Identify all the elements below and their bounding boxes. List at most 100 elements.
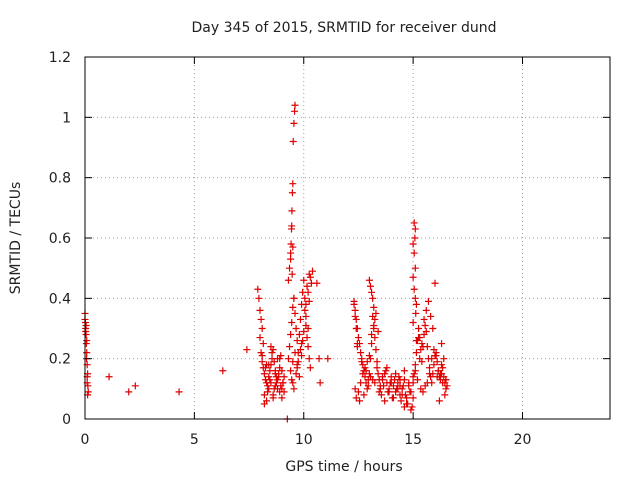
scatter-point: [83, 349, 91, 357]
scatter-point: [421, 321, 429, 329]
x-tick-label: 20: [514, 432, 532, 448]
scatter-point: [294, 358, 302, 366]
scatter-point: [366, 373, 374, 381]
scatter-point: [105, 373, 113, 381]
scatter-point: [324, 355, 332, 363]
scatter-point: [380, 382, 388, 390]
scatter-point: [288, 270, 296, 278]
scatter-point: [436, 370, 444, 378]
y-tick-label: 1: [62, 110, 71, 126]
scatter-point: [350, 300, 358, 308]
scatter-point: [411, 367, 419, 375]
scatter-point: [409, 394, 417, 402]
scatter-point: [300, 276, 308, 284]
scatter-point: [84, 388, 92, 396]
scatter-point: [442, 376, 450, 384]
scatter-point: [296, 346, 304, 354]
scatter-point: [354, 334, 362, 342]
scatter-point: [351, 306, 359, 314]
scatter-point: [261, 364, 269, 372]
scatter-point: [438, 361, 446, 369]
scatter-point: [379, 373, 386, 381]
scatter-point: [269, 394, 277, 402]
scatter-point: [439, 364, 447, 372]
scatter-point: [430, 361, 438, 369]
scatter-point: [304, 288, 312, 296]
scatter-point: [295, 373, 303, 381]
y-axis-ticks: 0 0.2 0.4 0.6 0.8 1 1.2: [49, 50, 610, 428]
scatter-point: [82, 321, 90, 329]
scatter-point: [423, 379, 431, 387]
scatter-point: [291, 309, 299, 317]
scatter-point: [370, 325, 378, 332]
scatter-point: [271, 367, 279, 375]
scatter-point: [268, 349, 276, 357]
scatter-point: [410, 285, 418, 293]
scatter-point: [243, 346, 251, 354]
scatter-point: [84, 382, 92, 390]
scatter-point: [403, 394, 411, 402]
scatter-point: [292, 325, 300, 332]
scatter-point: [258, 352, 266, 360]
scatter-point: [389, 394, 397, 402]
scatter-point: [277, 382, 285, 390]
scatter-point: [292, 370, 300, 378]
scatter-point: [371, 379, 379, 387]
scatter-point: [443, 382, 451, 390]
scatter-point: [383, 364, 391, 372]
scatter-point: [287, 367, 295, 375]
scatter-point: [299, 337, 307, 345]
scatter-point: [416, 355, 424, 363]
scatter-point: [429, 325, 437, 332]
scatter-point: [370, 303, 378, 311]
y-tick-label: 0.8: [49, 171, 71, 187]
y-tick-label: 0.2: [49, 352, 71, 368]
scatter-point: [397, 397, 405, 405]
scatter-point: [432, 352, 440, 360]
scatter-point: [368, 340, 376, 348]
scatter-point: [272, 373, 280, 381]
scatter-point: [260, 400, 268, 408]
scatter-point: [357, 379, 365, 387]
scatter-point: [400, 403, 408, 411]
scatter-point: [274, 355, 281, 363]
scatter-point: [219, 367, 227, 375]
scatter-point: [373, 364, 381, 372]
scatter-point: [409, 373, 417, 381]
scatter-point: [302, 300, 310, 308]
scatter-point: [305, 355, 313, 363]
scatter-point: [290, 385, 298, 393]
scatter-point: [414, 376, 421, 384]
scatter-point: [289, 137, 297, 145]
plot-frame: [84, 56, 611, 420]
scatter-points: [81, 101, 451, 423]
scatter-point: [433, 373, 441, 381]
scatter-point: [278, 367, 286, 375]
scatter-point: [305, 297, 313, 305]
scatter-point: [371, 334, 379, 342]
scatter-point: [439, 379, 447, 387]
x-tick-label: 10: [295, 432, 313, 448]
scatter-point: [352, 394, 360, 402]
scatter-point: [289, 243, 297, 251]
scatter-point: [362, 367, 370, 375]
scatter-point: [289, 180, 297, 188]
scatter-point: [395, 373, 403, 381]
scatter-point: [270, 385, 278, 393]
scatter-point: [266, 376, 274, 384]
scatter-point: [125, 388, 133, 396]
scatter-point: [287, 255, 295, 263]
scatter-point: [267, 379, 275, 387]
scatter-point: [385, 388, 393, 396]
scatter-point: [426, 364, 434, 372]
scatter-point: [356, 397, 364, 405]
scatter-point: [366, 355, 374, 363]
scatter-point: [256, 306, 264, 314]
scatter-point: [351, 385, 359, 393]
scatter-point: [280, 373, 288, 381]
scatter-point: [296, 315, 304, 323]
scatter-point: [303, 282, 311, 290]
scatter-point: [286, 264, 294, 272]
x-tick-label: 5: [190, 432, 199, 448]
